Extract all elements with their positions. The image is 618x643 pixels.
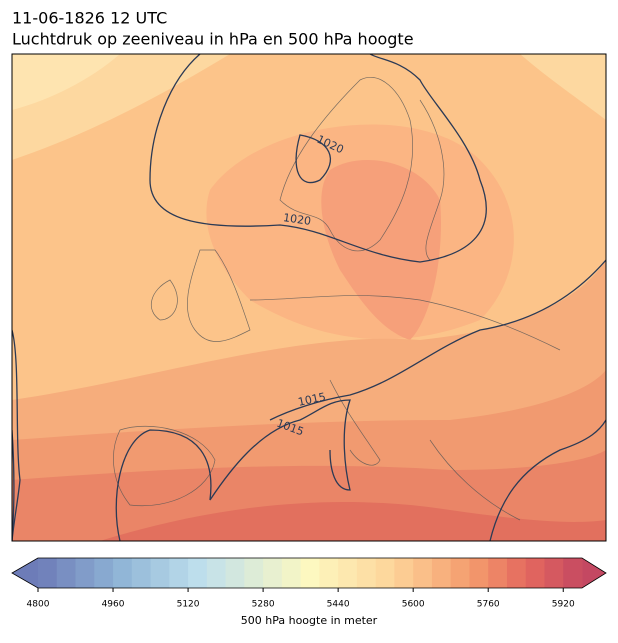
colorbar-tick-label: 4800 — [27, 600, 50, 610]
map: 1020 1020 1015 1015 — [12, 54, 606, 541]
colorbar-bin — [469, 558, 489, 588]
colorbar-tick-label: 5920 — [552, 600, 575, 610]
contour-label: 1015 — [297, 390, 327, 409]
coastlines — [113, 77, 561, 521]
colorbar-bin — [131, 558, 152, 588]
colorbar-bin — [525, 558, 545, 588]
colorbar-bin — [75, 558, 95, 588]
field-band — [12, 54, 120, 110]
isobars — [12, 54, 606, 541]
colorbar-bin — [544, 558, 564, 588]
field-band — [100, 501, 606, 541]
colorbar-tick-label: 5600 — [402, 600, 425, 610]
map-frame — [11, 53, 607, 542]
field-band — [520, 54, 606, 120]
colorbar-bin — [563, 558, 583, 588]
colorbar: 4800 4960 5120 5280 5440 5600 5760 5920 — [11, 557, 607, 610]
colorbar-extend-low — [12, 558, 38, 588]
colorbar-bin — [169, 558, 189, 588]
colorbar-bin — [375, 558, 395, 588]
field-band — [321, 160, 441, 340]
colorbar-bin — [206, 558, 227, 588]
colorbar-bin — [356, 558, 377, 588]
colorbar-tick-label: 5440 — [327, 600, 350, 610]
colorbar-bin — [300, 558, 320, 588]
colorbar-tick-label: 5120 — [177, 600, 200, 610]
colorbar-outline — [11, 557, 607, 589]
title-date: 11-06-1826 12 UTC — [12, 9, 167, 28]
colorbar-label: 500 hPa hoogte in meter — [241, 614, 378, 627]
colorbar-bin — [94, 558, 114, 588]
colorbar-bin — [431, 558, 452, 588]
colorbar-bin — [338, 558, 358, 588]
colorbar-bin — [263, 558, 283, 588]
colorbar-bin — [38, 558, 58, 588]
contour-label: 1020 — [282, 211, 312, 228]
colorbar-tick-label: 5760 — [477, 600, 500, 610]
colorbar-bin — [244, 558, 264, 588]
colorbar-bin — [319, 558, 339, 588]
colorbar-bin — [188, 558, 208, 588]
colorbar-bin — [113, 558, 133, 588]
colorbar-bin — [56, 558, 77, 588]
colorbar-bin — [413, 558, 433, 588]
colorbar-bin — [450, 558, 470, 588]
colorbar-extend-high — [582, 558, 606, 588]
title-desc: Luchtdruk op zeeniveau in hPa en 500 hPa… — [12, 30, 414, 49]
colorbar-bin — [281, 558, 302, 588]
colorbar-bin — [394, 558, 414, 588]
colorbar-bin — [506, 558, 527, 588]
colorbar-bin — [225, 558, 245, 588]
colorbar-bin — [150, 558, 170, 588]
colorbar-tick-label: 5280 — [252, 600, 275, 610]
colorbar-bin — [488, 558, 508, 588]
colorbar-tick-label: 4960 — [102, 600, 125, 610]
